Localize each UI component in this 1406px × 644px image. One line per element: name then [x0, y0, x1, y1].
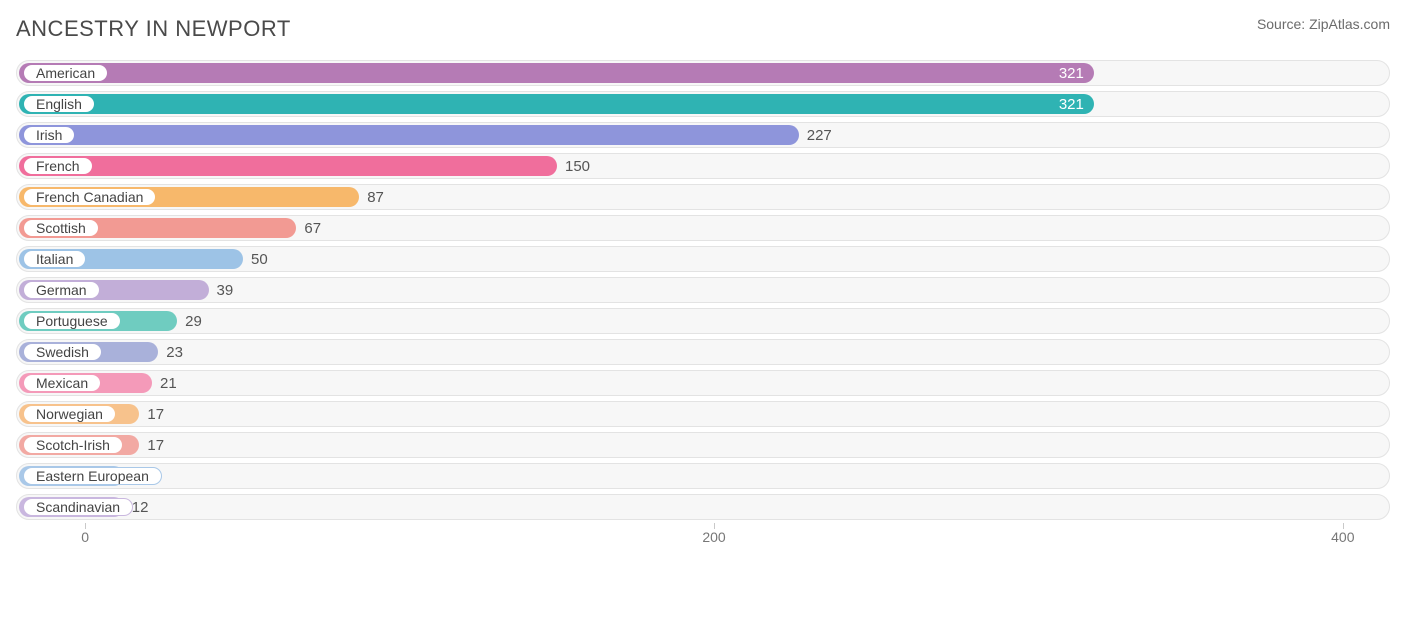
bar-value: 87 — [367, 185, 384, 209]
bar-label-pill: English — [23, 95, 95, 113]
bar-row: Portuguese 29 — [16, 308, 1390, 334]
bar-label-pill: Scandinavian — [23, 498, 133, 516]
bar-track: 321 American — [16, 60, 1390, 86]
chart-source: Source: ZipAtlas.com — [1257, 16, 1390, 32]
ancestry-bar-chart: 321American321EnglishIrish227French150Fr… — [16, 60, 1390, 549]
bar-track: Scotch-Irish 17 — [16, 432, 1390, 458]
bar-row: Scotch-Irish 17 — [16, 432, 1390, 458]
bar-track: Norwegian 17 — [16, 401, 1390, 427]
bar-label-pill: Italian — [23, 250, 86, 268]
bar-track: Portuguese 29 — [16, 308, 1390, 334]
bar-fill — [19, 156, 557, 176]
bar-row: Scandinavian 12 — [16, 494, 1390, 520]
bar-row: Swedish 23 — [16, 339, 1390, 365]
axis-tick-label: 200 — [702, 529, 725, 545]
bar-label-pill: Eastern European — [23, 467, 162, 485]
bar-value: 21 — [160, 371, 177, 395]
bar-value: 17 — [147, 433, 164, 457]
bar-row: Irish 227 — [16, 122, 1390, 148]
chart-title: ANCESTRY IN NEWPORT — [16, 16, 291, 42]
bar-value: 50 — [251, 247, 268, 271]
bar-value: 321 — [1059, 63, 1084, 83]
bar-track: Italian 50 — [16, 246, 1390, 272]
bar-label: Norwegian — [36, 406, 103, 422]
bar-label: Swedish — [36, 344, 89, 360]
bar-value: 150 — [565, 154, 590, 178]
bar-label: Portuguese — [36, 313, 108, 329]
bar-label-pill: Irish — [23, 126, 75, 144]
bar-label-pill: Scotch-Irish — [23, 436, 123, 454]
bar-label-pill: Mexican — [23, 374, 101, 392]
bar-label: Irish — [36, 127, 62, 143]
bar-track: German 39 — [16, 277, 1390, 303]
bar-fill — [19, 125, 799, 145]
bar-fill: 321 — [19, 94, 1094, 114]
bar-track: Mexican 21 — [16, 370, 1390, 396]
bar-value: 17 — [147, 402, 164, 426]
bar-label-pill: French — [23, 157, 93, 175]
bar-label: Scandinavian — [36, 499, 120, 515]
bar-track: Irish 227 — [16, 122, 1390, 148]
bar-label: Italian — [36, 251, 73, 267]
bar-label-pill: French Canadian — [23, 188, 156, 206]
bar-row: 321 American — [16, 60, 1390, 86]
bar-track: 321 English — [16, 91, 1390, 117]
bar-label-pill: Swedish — [23, 343, 102, 361]
bar-track: French 150 — [16, 153, 1390, 179]
bar-value: 29 — [185, 309, 202, 333]
bar-track: French Canadian 87 — [16, 184, 1390, 210]
bar-row: Scottish 67 — [16, 215, 1390, 241]
bar-label: Scotch-Irish — [36, 437, 110, 453]
bar-label: Eastern European — [36, 468, 149, 484]
bar-label: German — [36, 282, 87, 298]
bar-value: 23 — [166, 340, 183, 364]
bar-label-pill: Scottish — [23, 219, 99, 237]
bar-value: 67 — [304, 216, 321, 240]
bar-row: Mexican 21 — [16, 370, 1390, 396]
bar-label-pill: German — [23, 281, 100, 299]
axis-tick-label: 400 — [1331, 529, 1354, 545]
bar-track: Eastern European12 — [16, 463, 1390, 489]
bar-track: Swedish 23 — [16, 339, 1390, 365]
bar-track: Scandinavian 12 — [16, 494, 1390, 520]
bar-label: French — [36, 158, 80, 174]
bar-value: 321 — [1059, 94, 1084, 114]
bar-label: English — [36, 96, 82, 112]
bar-label-pill: Portuguese — [23, 312, 121, 330]
bar-row: 321 English — [16, 91, 1390, 117]
bar-label-pill: American — [23, 64, 108, 82]
axis-tick-label: 0 — [81, 529, 89, 545]
bar-row: French 150 — [16, 153, 1390, 179]
bar-row: Norwegian 17 — [16, 401, 1390, 427]
bar-value: 39 — [217, 278, 234, 302]
bar-label: American — [36, 65, 95, 81]
bar-label: Scottish — [36, 220, 86, 236]
bar-label-pill: Norwegian — [23, 405, 116, 423]
bar-row: French Canadian 87 — [16, 184, 1390, 210]
bar-row: German 39 — [16, 277, 1390, 303]
bar-row: Italian 50 — [16, 246, 1390, 272]
bar-value: 227 — [807, 123, 832, 147]
chart-header: ANCESTRY IN NEWPORT Source: ZipAtlas.com — [16, 16, 1390, 42]
bar-label: French Canadian — [36, 189, 143, 205]
bar-label: Mexican — [36, 375, 88, 391]
bar-value: 12 — [132, 495, 149, 519]
bar-track: Scottish 67 — [16, 215, 1390, 241]
x-axis: 0 200 400 — [16, 525, 1390, 549]
bar-row: Eastern European12 — [16, 463, 1390, 489]
bar-fill: 321 — [19, 63, 1094, 83]
